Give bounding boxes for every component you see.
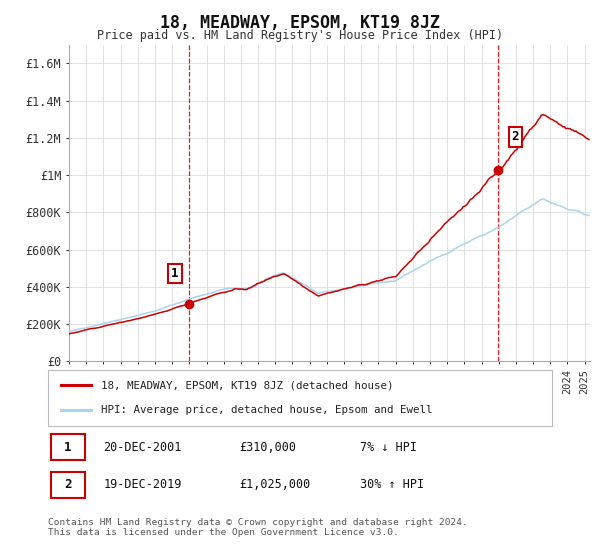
Text: Contains HM Land Registry data © Crown copyright and database right 2024.
This d: Contains HM Land Registry data © Crown c… <box>48 518 468 538</box>
Text: 2: 2 <box>512 130 519 143</box>
Text: 1: 1 <box>64 441 71 454</box>
FancyBboxPatch shape <box>50 435 85 460</box>
Text: HPI: Average price, detached house, Epsom and Ewell: HPI: Average price, detached house, Epso… <box>101 405 433 416</box>
Text: £1,025,000: £1,025,000 <box>239 478 311 491</box>
FancyBboxPatch shape <box>50 472 85 498</box>
Text: 19-DEC-2019: 19-DEC-2019 <box>103 478 182 491</box>
Text: 18, MEADWAY, EPSOM, KT19 8JZ (detached house): 18, MEADWAY, EPSOM, KT19 8JZ (detached h… <box>101 380 394 390</box>
Text: 2: 2 <box>64 478 71 491</box>
Text: 1: 1 <box>172 267 179 280</box>
Text: £310,000: £310,000 <box>239 441 296 454</box>
Text: 18, MEADWAY, EPSOM, KT19 8JZ: 18, MEADWAY, EPSOM, KT19 8JZ <box>160 14 440 32</box>
Text: 7% ↓ HPI: 7% ↓ HPI <box>361 441 418 454</box>
Text: 20-DEC-2001: 20-DEC-2001 <box>103 441 182 454</box>
Text: Price paid vs. HM Land Registry's House Price Index (HPI): Price paid vs. HM Land Registry's House … <box>97 29 503 42</box>
Text: 30% ↑ HPI: 30% ↑ HPI <box>361 478 425 491</box>
